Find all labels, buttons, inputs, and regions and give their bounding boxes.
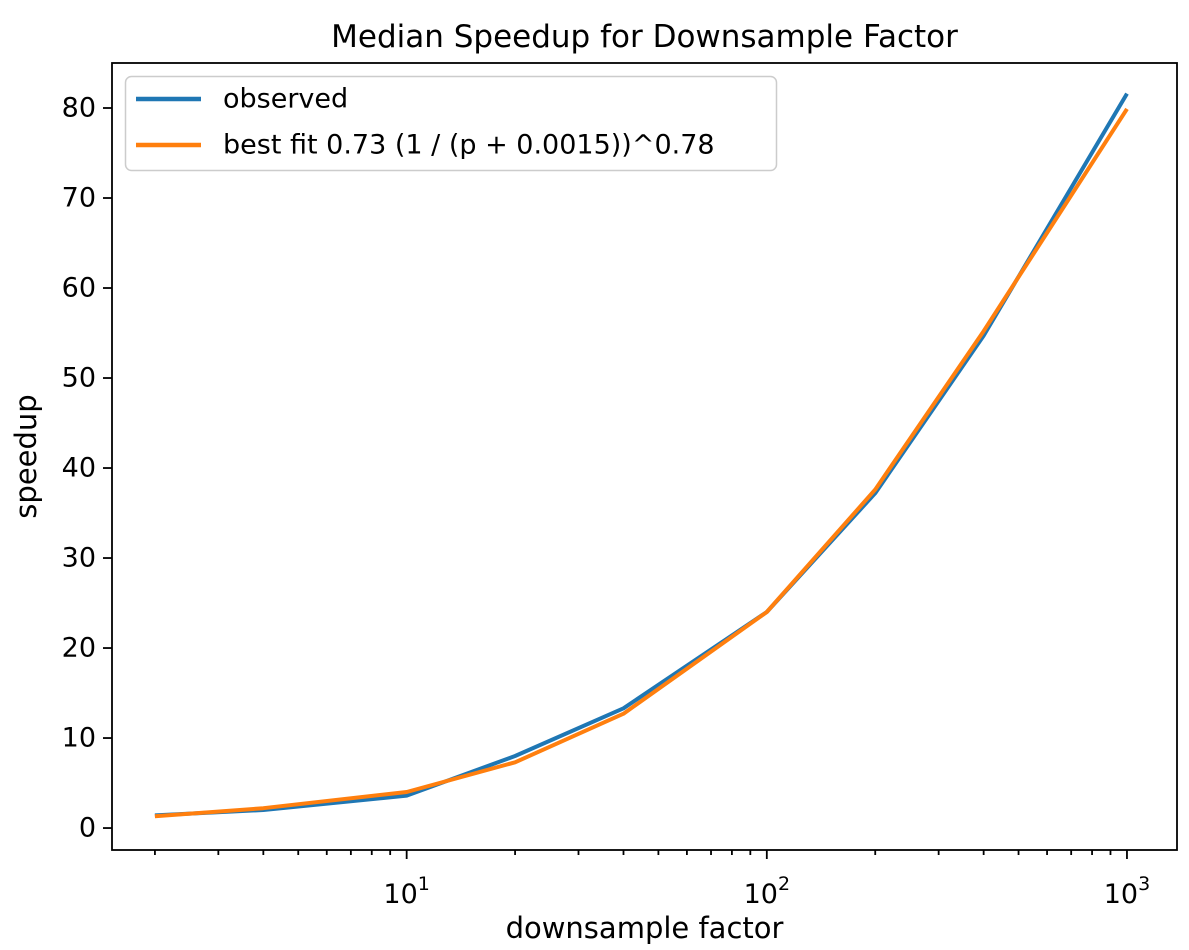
x-tick-base: 10 (744, 879, 778, 910)
legend-label-best-fit: best fit 0.73 (1 / (p + 0.0015))^0.78 (223, 130, 715, 161)
plot-border (111, 62, 1178, 851)
x-tick-exponent: 3 (1138, 873, 1150, 895)
legend-box (124, 75, 778, 172)
y-tick-label: 50 (62, 363, 96, 394)
y-axis-label: speedup (9, 394, 43, 518)
legend-label-observed: observed (223, 84, 348, 115)
y-tick-label: 70 (62, 183, 96, 214)
series-line-observed (154, 92, 1129, 818)
y-tick-label: 40 (62, 453, 96, 484)
x-tick-base: 10 (383, 879, 417, 910)
y-tick-label: 80 (62, 93, 96, 124)
x-tick-label: 101 (383, 873, 429, 910)
x-tick-exponent: 1 (418, 873, 430, 895)
x-tick-exponent: 2 (778, 873, 790, 895)
y-tick-label: 10 (62, 723, 96, 754)
y-tick-label: 30 (62, 543, 96, 574)
y-tick-label: 20 (62, 633, 96, 664)
legend: observed best fit 0.73 (1 / (p + 0.0015))… (124, 75, 778, 172)
chart-title: Median Speedup for Downsample Factor (331, 19, 958, 55)
x-tick-label: 103 (1104, 873, 1150, 910)
y-tick-label: 0 (79, 813, 96, 844)
y-tick-label: 60 (62, 273, 96, 304)
x-axis-label: downsample factor (506, 911, 784, 945)
x-tick-label: 102 (744, 873, 790, 910)
series-line-best-fit (154, 107, 1129, 819)
x-tick-base: 10 (1104, 879, 1138, 910)
